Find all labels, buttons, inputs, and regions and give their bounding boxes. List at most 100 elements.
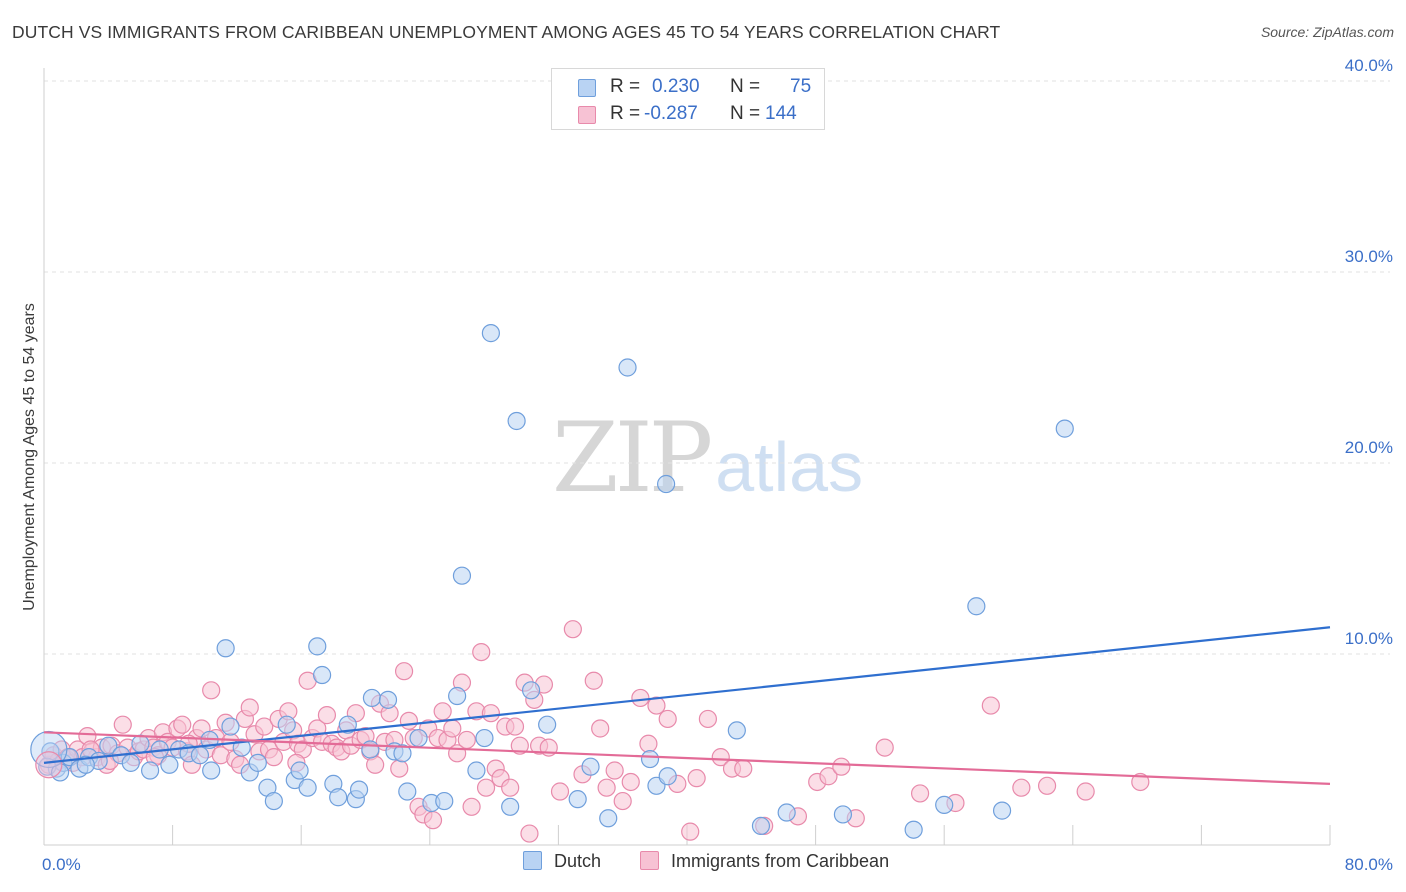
data-point-dutch	[398, 782, 417, 801]
y-tick-label: 40.0%	[1345, 56, 1393, 75]
legend-item-dutch[interactable]: Dutch	[523, 851, 601, 872]
data-point-dutch	[935, 795, 954, 814]
legend-r-value-dutch: 0.230	[652, 76, 700, 97]
data-point-dutch	[99, 736, 118, 755]
y-tick-label: 30.0%	[1345, 247, 1393, 266]
watermark: ZIPatlas	[552, 402, 863, 514]
data-point-caribbean	[366, 755, 385, 774]
data-point-caribbean	[981, 696, 1000, 715]
data-point-dutch	[190, 746, 210, 765]
data-point-caribbean	[505, 717, 525, 736]
data-point-dutch	[140, 761, 160, 780]
data-point-caribbean	[639, 734, 658, 753]
data-point-caribbean	[1012, 778, 1031, 797]
data-point-caribbean	[35, 751, 63, 779]
legend-swatch-dutch	[578, 79, 596, 97]
data-point-caribbean	[390, 759, 409, 778]
data-point-caribbean	[510, 736, 529, 755]
data-point-caribbean	[1076, 782, 1095, 801]
legend-label-caribbean: Immigrants from Caribbean	[671, 851, 890, 871]
data-point-caribbean	[621, 772, 640, 792]
legend-swatch-caribbean	[578, 106, 596, 124]
data-point-caribbean	[734, 759, 753, 778]
data-point-caribbean	[605, 761, 624, 780]
data-point-dutch	[131, 734, 150, 753]
legend-r-value-caribbean: -0.287	[644, 103, 698, 124]
data-point-dutch	[362, 688, 382, 708]
data-point-dutch	[290, 761, 309, 780]
data-point-dutch	[599, 809, 618, 828]
series-dutch	[38, 324, 1074, 839]
data-point-dutch	[481, 324, 500, 343]
data-point-dutch	[393, 744, 412, 763]
data-point-dutch	[581, 757, 600, 776]
data-point-caribbean	[240, 698, 259, 717]
data-point-caribbean	[317, 706, 337, 725]
legend-n-label: N =	[730, 76, 761, 97]
x-tick-label: 0.0%	[42, 855, 81, 874]
data-point-dutch	[618, 358, 637, 377]
data-point-dutch	[312, 665, 332, 685]
legend-row-caribbean: R = -0.287 N = 144	[552, 101, 824, 127]
data-point-caribbean	[462, 797, 481, 816]
legend-r-label: R =	[610, 76, 641, 97]
correlation-legend: R = 0.230 N = 75 R = -0.287 N = 144	[551, 68, 825, 130]
source-label: Source: ZipAtlas.com	[1260, 24, 1394, 40]
data-point-caribbean	[563, 620, 582, 639]
data-point-dutch	[409, 728, 428, 748]
data-point-dutch	[308, 637, 327, 656]
watermark-atlas: atlas	[715, 428, 864, 506]
data-point-dutch	[277, 715, 296, 734]
data-point-caribbean	[681, 822, 700, 841]
data-point-caribbean	[520, 824, 539, 843]
data-point-dutch	[475, 728, 494, 748]
watermark-zip: ZIP	[552, 402, 713, 514]
data-point-caribbean	[687, 769, 706, 788]
data-point-dutch	[657, 474, 676, 494]
legend-n-value-caribbean: 144	[765, 103, 797, 124]
data-point-dutch	[298, 778, 317, 797]
data-point-caribbean	[832, 757, 851, 776]
series-legend: Dutch Immigrants from Caribbean	[0, 851, 1406, 877]
data-point-dutch	[992, 801, 1012, 820]
data-point-dutch	[467, 761, 486, 780]
data-point-dutch	[435, 791, 454, 811]
data-point-dutch	[967, 597, 986, 616]
data-point-caribbean	[255, 717, 274, 736]
data-point-caribbean	[202, 681, 221, 700]
data-point-caribbean	[476, 778, 496, 797]
data-point-caribbean	[819, 767, 838, 786]
data-point-caribbean	[631, 688, 650, 708]
legend-n-label: N =	[730, 103, 761, 124]
legend-n-value-dutch: 75	[790, 76, 812, 97]
chart-title: DUTCH VS IMMIGRANTS FROM CARIBBEAN UNEMP…	[12, 22, 1001, 42]
data-point-dutch	[160, 755, 179, 774]
data-point-dutch	[329, 788, 348, 807]
legend-swatch-caribbean	[640, 851, 659, 870]
data-point-dutch	[338, 715, 357, 734]
data-point-caribbean	[399, 711, 419, 730]
data-point-caribbean	[173, 715, 192, 734]
data-point-caribbean	[472, 642, 491, 662]
legend-r-label: R =	[610, 103, 641, 124]
data-point-dutch	[361, 740, 380, 759]
data-point-caribbean	[647, 696, 666, 715]
data-point-caribbean	[698, 709, 717, 729]
data-point-caribbean	[910, 784, 930, 803]
data-point-dutch	[658, 767, 677, 786]
data-point-dutch	[507, 411, 526, 431]
legend-item-caribbean[interactable]: Immigrants from Caribbean	[640, 851, 889, 872]
data-point-dutch	[904, 820, 923, 839]
data-point-dutch	[76, 755, 95, 774]
legend-row-dutch: R = 0.230 N = 75	[552, 74, 824, 100]
data-point-dutch	[448, 686, 467, 706]
data-point-caribbean	[711, 748, 730, 767]
data-point-dutch	[216, 639, 235, 658]
trend-line-caribbean	[43, 731, 1331, 785]
legend-label-dutch: Dutch	[554, 851, 602, 871]
data-point-dutch	[1055, 419, 1074, 438]
data-point-caribbean	[457, 730, 476, 750]
data-point-dutch	[521, 681, 541, 700]
data-point-caribbean	[875, 738, 894, 757]
